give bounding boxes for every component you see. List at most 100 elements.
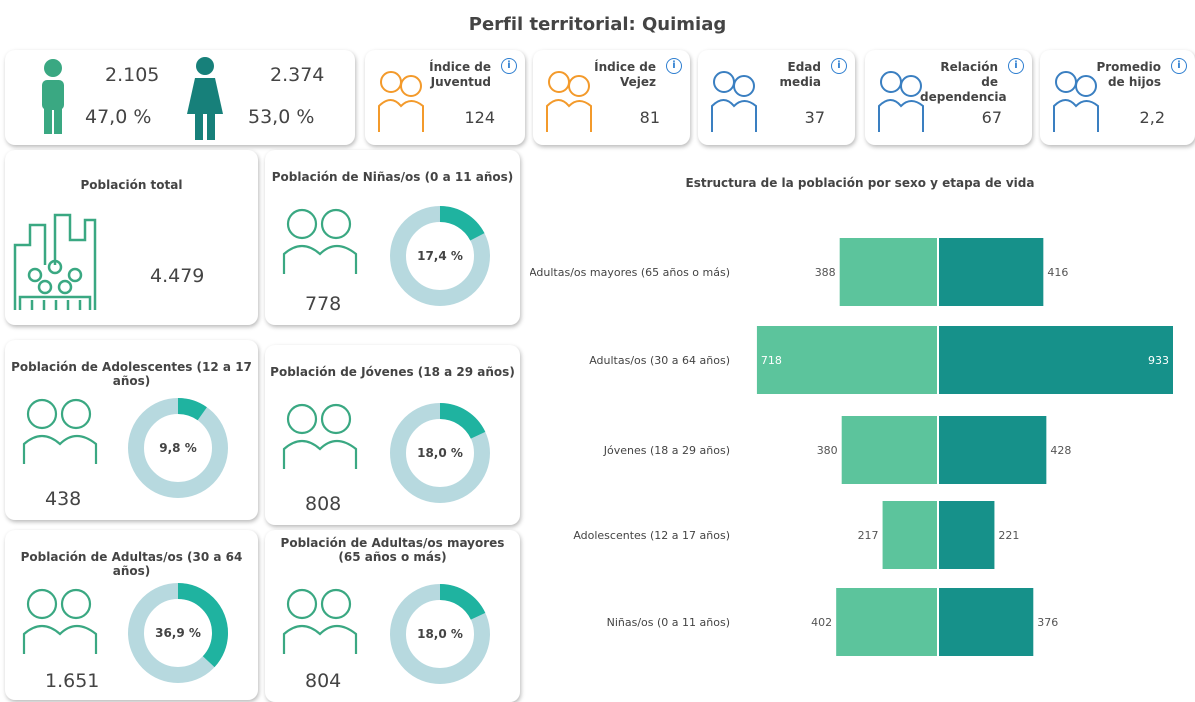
indicator-value: 2,2 bbox=[1140, 108, 1165, 127]
group-card: Población de Niñas/os (0 a 11 años) 778 17… bbox=[265, 150, 520, 325]
indicator-value: 67 bbox=[982, 108, 1002, 127]
donut: 18,0 % bbox=[385, 579, 495, 689]
icon-body bbox=[379, 100, 423, 132]
icon-head bbox=[322, 405, 350, 433]
value-label: 718 bbox=[761, 354, 782, 367]
indicator-label: Relación de dependencia bbox=[920, 60, 998, 105]
category-label: Jóvenes (18 a 29 años) bbox=[603, 444, 730, 457]
value-label: 376 bbox=[1037, 616, 1058, 629]
icon-body bbox=[24, 626, 96, 654]
icon-body bbox=[284, 626, 356, 654]
bar bbox=[939, 416, 1046, 484]
group-card: Población de Adultas/os (30 a 64 años) 1.… bbox=[5, 530, 258, 700]
group-icon bbox=[280, 582, 360, 657]
value-label: 416 bbox=[1047, 266, 1068, 279]
indicator-label: Índice de Juventud bbox=[413, 60, 491, 90]
bar bbox=[840, 238, 937, 306]
female-share: 53,0 % bbox=[248, 106, 314, 128]
indicator-value: 124 bbox=[464, 108, 495, 127]
bar bbox=[883, 501, 937, 569]
female-icon bbox=[183, 56, 227, 142]
male-share: 47,0 % bbox=[85, 106, 151, 128]
donut: 9,8 % bbox=[123, 393, 233, 503]
bar bbox=[939, 326, 1173, 394]
icon-head bbox=[381, 72, 401, 92]
sex-card: 2.105 47,0 % 2.374 53,0 % bbox=[5, 50, 355, 145]
donut-label: 18,0 % bbox=[417, 446, 463, 460]
bar bbox=[939, 501, 994, 569]
group-card: Población de Jóvenes (18 a 29 años) 808 18… bbox=[265, 345, 520, 525]
group-card: Población de Adultas/os mayores (65 años… bbox=[265, 530, 520, 702]
male-count: 2.105 bbox=[105, 64, 159, 86]
value-label: 388 bbox=[815, 266, 836, 279]
indicator-card: Promedio de hijos i 2,2 bbox=[1040, 50, 1195, 145]
icon-body bbox=[284, 246, 356, 274]
category-label: Adolescentes (12 a 17 años) bbox=[573, 529, 730, 542]
category-label: Niñas/os (0 a 11 años) bbox=[607, 616, 730, 629]
donut-label: 36,9 % bbox=[155, 626, 201, 640]
group-count: 778 bbox=[305, 293, 341, 315]
group-title: Población de Adultas/os (30 a 64 años) bbox=[9, 550, 254, 578]
indicator-label: Promedio de hijos bbox=[1083, 60, 1161, 90]
group-title: Población de Adultas/os mayores (65 años… bbox=[269, 536, 516, 564]
icon-head bbox=[714, 72, 734, 92]
info-icon: i bbox=[1008, 58, 1024, 74]
icon-body bbox=[284, 441, 356, 469]
indicator-card: Índice de Vejezi81 bbox=[533, 50, 690, 145]
info-icon: i bbox=[666, 58, 682, 74]
icon-head bbox=[28, 590, 56, 618]
bar bbox=[939, 588, 1033, 656]
icon-head bbox=[901, 76, 921, 96]
icon-head bbox=[322, 590, 350, 618]
total-value: 4.479 bbox=[150, 265, 204, 287]
indicator-value: 37 bbox=[805, 108, 825, 127]
group-title: Población de Niñas/os (0 a 11 años) bbox=[269, 170, 516, 184]
indicator-card: Índice de Juventud i 124 bbox=[365, 50, 525, 145]
info-icon: i bbox=[1171, 58, 1187, 74]
value-label: 428 bbox=[1050, 444, 1071, 457]
icon-head bbox=[288, 210, 316, 238]
value-label: 217 bbox=[858, 529, 879, 542]
bar bbox=[939, 238, 1043, 306]
group-icon bbox=[280, 202, 360, 277]
icon-body bbox=[1054, 100, 1098, 132]
icon-body bbox=[24, 436, 96, 464]
chart-title: Estructura de la población por sexo y et… bbox=[686, 176, 1035, 190]
crowd-icon bbox=[10, 205, 105, 315]
group-count: 1.651 bbox=[45, 670, 99, 692]
donut-label: 17,4 % bbox=[417, 249, 463, 263]
value-label: 402 bbox=[811, 616, 832, 629]
page-title: Perfil territorial: Quimiag bbox=[0, 14, 1195, 35]
group-count: 808 bbox=[305, 493, 341, 515]
population-chart: Estructura de la población por sexo y et… bbox=[530, 150, 1195, 702]
value-label: 380 bbox=[817, 444, 838, 457]
icon-head bbox=[288, 405, 316, 433]
donut-label: 18,0 % bbox=[417, 627, 463, 641]
male-icon bbox=[33, 58, 73, 138]
bar bbox=[842, 416, 937, 484]
icon-head bbox=[288, 590, 316, 618]
group-title: Población de Jóvenes (18 a 29 años) bbox=[269, 365, 516, 379]
group-icon bbox=[20, 392, 100, 467]
total-card: Población total 4.479 bbox=[5, 150, 258, 325]
icon-head bbox=[28, 400, 56, 428]
total-title: Población total bbox=[5, 178, 258, 192]
value-label: 933 bbox=[1148, 354, 1169, 367]
dashboard: Perfil territorial: Quimiag 2.105 47,0 %… bbox=[0, 0, 1195, 702]
donut: 36,9 % bbox=[123, 578, 233, 688]
bar bbox=[836, 588, 937, 656]
indicator-label: Edad media bbox=[743, 60, 821, 90]
category-label: Adultas/os (30 a 64 años) bbox=[589, 354, 730, 367]
icon-head bbox=[881, 72, 901, 92]
icon-body bbox=[547, 100, 591, 132]
icon-head bbox=[549, 72, 569, 92]
donut: 17,4 % bbox=[385, 201, 495, 311]
icon-head bbox=[62, 590, 90, 618]
info-icon: i bbox=[831, 58, 847, 74]
group-icon bbox=[20, 582, 100, 657]
indicator-label: Índice de Vejez bbox=[578, 60, 656, 90]
icon-body bbox=[879, 100, 923, 132]
bar bbox=[757, 326, 937, 394]
icon-head bbox=[62, 400, 90, 428]
info-icon: i bbox=[501, 58, 517, 74]
